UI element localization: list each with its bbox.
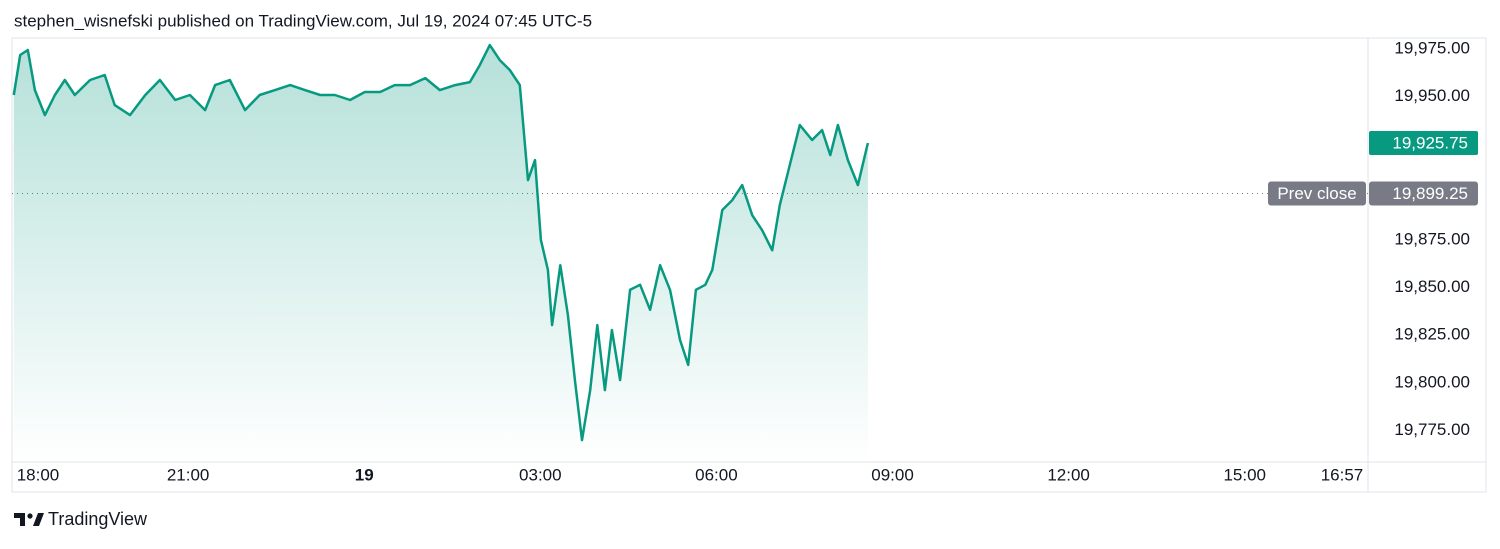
x-tick-label: 15:00 <box>1223 465 1266 484</box>
frame <box>11 37 1487 493</box>
y-tick-label: 19,775.00 <box>1394 420 1470 439</box>
prev-close-label: 19,899.25 <box>1392 184 1468 203</box>
footer-brand: TradingView <box>48 509 148 529</box>
area-fill <box>13 45 868 462</box>
x-tick-label: 16:57 <box>1321 465 1364 484</box>
y-tick-label: 19,950.00 <box>1394 86 1470 105</box>
price-line <box>12 43 870 442</box>
x-tick-label: 06:00 <box>695 465 738 484</box>
x-tick-label: 21:00 <box>167 465 210 484</box>
y-tick-label: 19,850.00 <box>1394 277 1470 296</box>
y-tick-label: 19,800.00 <box>1394 372 1470 391</box>
prev-close-name-badge <box>1268 181 1366 206</box>
x-tick-label: 03:00 <box>519 465 562 484</box>
x-tick-label: 19 <box>355 465 374 484</box>
y-tick-label: 19,825.00 <box>1394 325 1470 344</box>
last-price-badge <box>1369 130 1478 155</box>
prev-close-badge <box>1369 181 1478 206</box>
prev-close-name: Prev close <box>1277 184 1356 203</box>
logo <box>14 513 44 526</box>
y-tick-label: 19,975.00 <box>1394 39 1470 58</box>
last-price-label: 19,925.75 <box>1392 133 1468 152</box>
y-tick-label: 19,875.00 <box>1394 229 1470 248</box>
x-tick-label: 09:00 <box>871 465 914 484</box>
x-tick-label: 12:00 <box>1047 465 1090 484</box>
header: stephen_wisnefski published on TradingVi… <box>14 11 592 30</box>
x-tick-label: 18:00 <box>17 465 60 484</box>
